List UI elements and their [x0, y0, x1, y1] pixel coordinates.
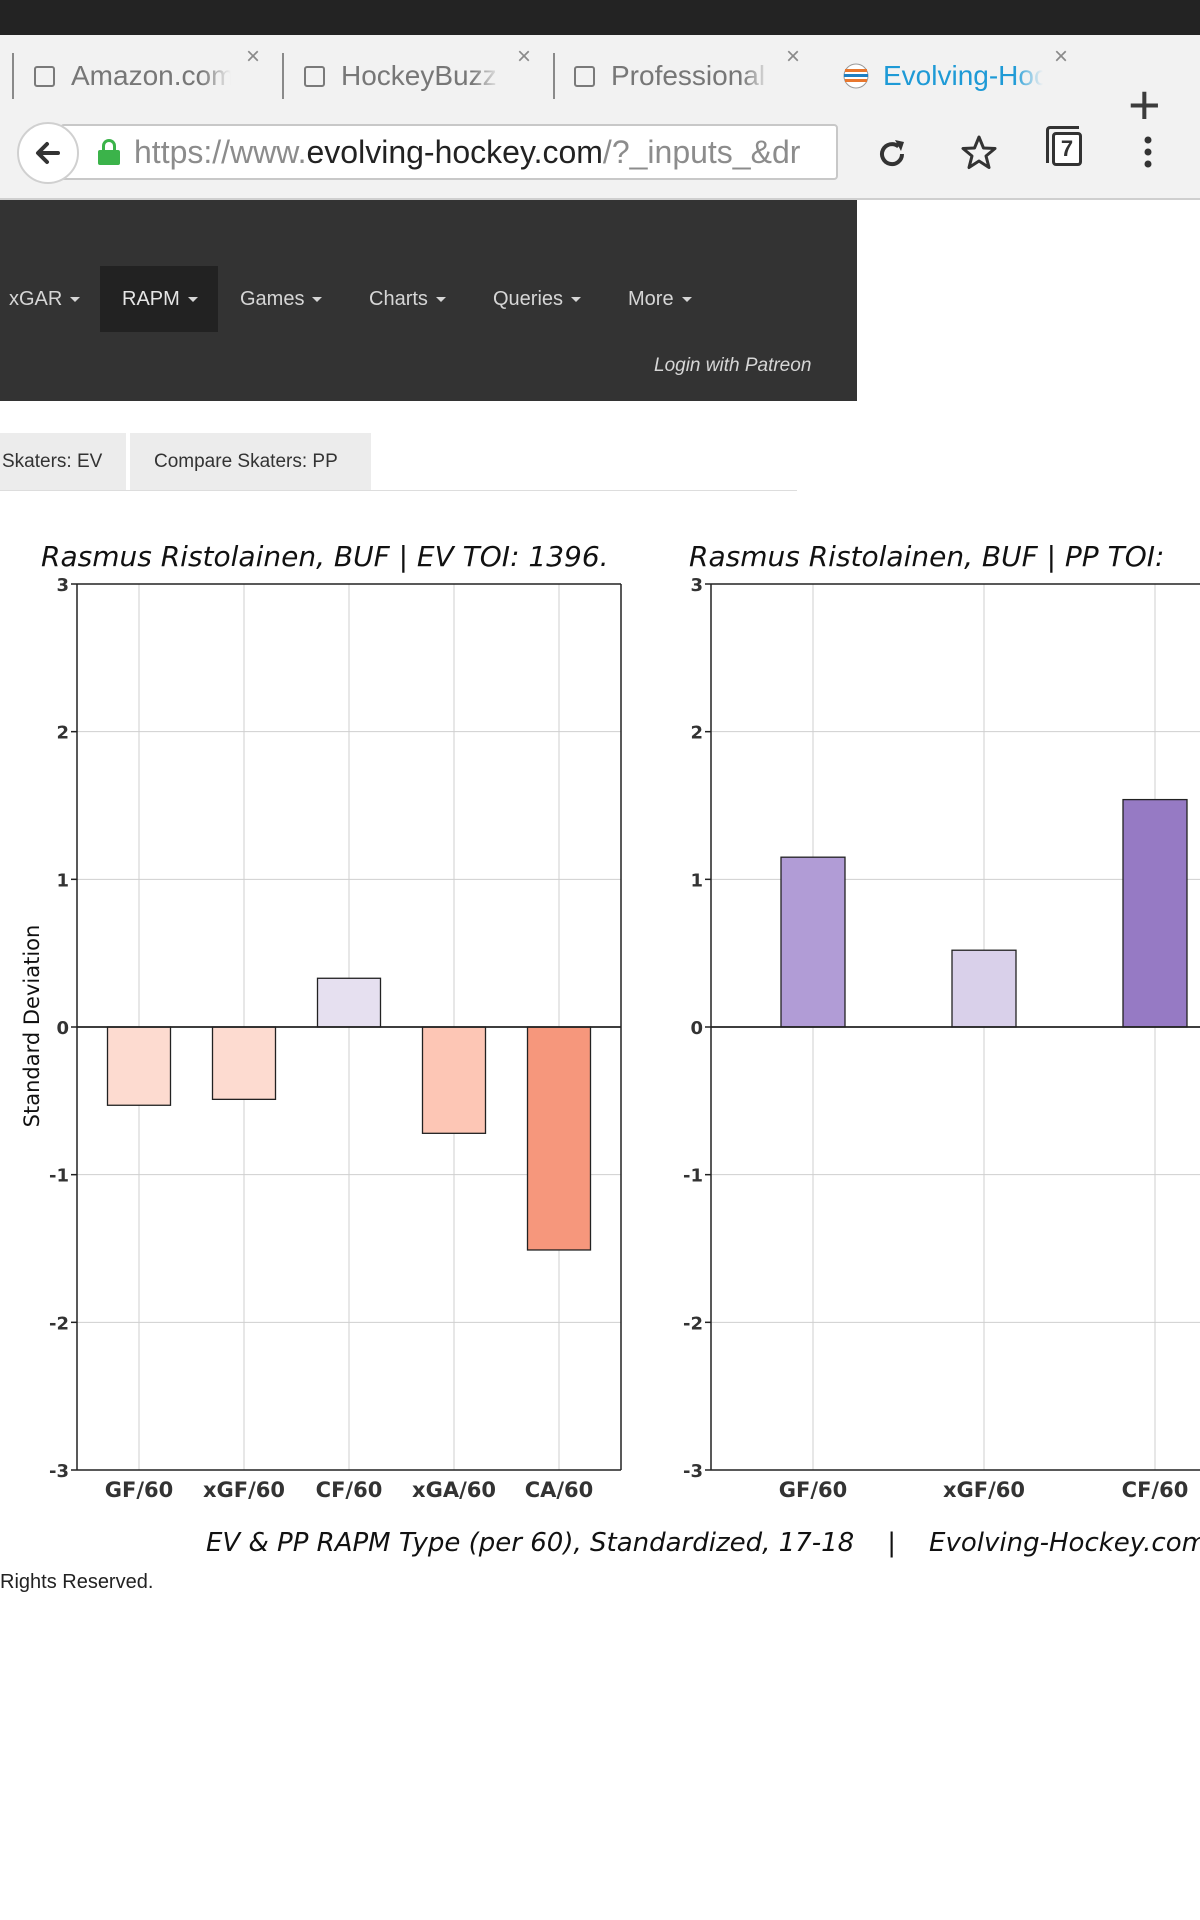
y-tick-label: -1: [49, 1166, 69, 1187]
close-tab-icon[interactable]: ×: [1054, 43, 1069, 70]
x-tick-label: GF/60: [105, 1478, 173, 1502]
tab-title: HockeyBuzz: [341, 60, 497, 91]
tab-skaters-ev[interactable]: Skaters: EV: [0, 433, 126, 491]
close-tab-icon[interactable]: ×: [517, 43, 532, 70]
y-tick-label: 1: [690, 870, 703, 891]
y-tick-label: 2: [690, 723, 703, 744]
y-axis-label: Standard Deviation: [20, 925, 44, 1128]
x-tick-label: xGF/60: [203, 1478, 285, 1502]
y-tick-label: -3: [683, 1461, 703, 1482]
tab-divider: [0, 490, 797, 491]
caret-down-icon: [187, 296, 198, 302]
url-domain: evolving-hockey.com: [306, 133, 603, 170]
tab-title: Evolving-Hockey: [883, 60, 1043, 91]
nav-rapm-dropdown[interactable]: RAPM: [100, 266, 218, 332]
nav-more-dropdown[interactable]: More: [606, 266, 714, 332]
nav-charts-dropdown[interactable]: Charts: [347, 266, 468, 332]
y-tick-label: 0: [56, 1018, 69, 1039]
bar-gf-per-60: [106, 1026, 172, 1106]
nav-label: RAPM: [122, 287, 180, 310]
url-suffix: /?_inputs_&dr: [602, 133, 801, 170]
caret-down-icon: [435, 296, 446, 302]
bar-xgf-per-60: [211, 1026, 277, 1101]
back-button[interactable]: [17, 122, 79, 184]
tab-title: Amazon.com: [71, 60, 231, 91]
chart-caption: EV & PP RAPM Type (per 60), Standardized…: [206, 1528, 1200, 1558]
nav-label: More: [628, 287, 674, 310]
address-bar-row: https://www.evolving-hockey.com/?_inputs…: [0, 120, 1200, 200]
star-icon[interactable]: [960, 134, 998, 172]
close-tab-icon[interactable]: ×: [786, 43, 801, 70]
caret-down-icon: [681, 296, 692, 302]
lock-icon: [98, 139, 120, 165]
caret-down-icon: [70, 296, 81, 302]
site-favicon-icon: [843, 63, 869, 89]
caret-down-icon: [312, 296, 323, 302]
pp-chart-panel: 3 2 1 0 -1 -2 -3 GF/60 xGF/60 CF/60: [683, 575, 1200, 1502]
x-tick-label: GF/60: [779, 1478, 847, 1502]
site-navbar: xGAR RAPM Games Charts Queries More Logi…: [0, 200, 857, 401]
x-tick-label: CA/60: [525, 1478, 594, 1502]
nav-queries-dropdown[interactable]: Queries: [471, 266, 603, 332]
nav-label: xGAR: [9, 287, 63, 310]
nav-label: Charts: [369, 287, 428, 310]
bar-xgf-per-60: [951, 949, 1017, 1028]
nav-label: Queries: [493, 287, 564, 310]
status-bar: [0, 0, 1200, 35]
browser-tab-amazon[interactable]: Amazon.com: [34, 53, 231, 99]
url-prefix: https://www.: [134, 133, 307, 170]
x-tick-label: CF/60: [1122, 1478, 1189, 1502]
x-tick-label: xGF/60: [943, 1478, 1025, 1502]
pp-chart-title: Rasmus Ristolainen, BUF | PP TOI:: [689, 540, 1165, 573]
bar-xga-per-60: [421, 1026, 487, 1134]
y-tick-label: 0: [690, 1018, 703, 1039]
bar-cf-per-60: [1122, 798, 1188, 1028]
ev-chart-panel: 3 2 1 0 -1 -2 -3 GF/60 xGF/60 CF/60 xGA/60 CA/60 Sta…: [20, 575, 622, 1502]
bar-ca-per-60: [526, 1026, 592, 1251]
nav-games-dropdown[interactable]: Games: [218, 266, 344, 332]
caret-down-icon: [571, 296, 582, 302]
reload-icon[interactable]: [874, 136, 910, 172]
y-tick-label: 3: [690, 575, 703, 596]
login-patreon-link[interactable]: Login with Patreon: [654, 355, 812, 376]
tab-separator: [553, 53, 555, 99]
y-tick-label: -3: [49, 1461, 69, 1482]
bar-cf-per-60: [316, 977, 382, 1028]
url-field[interactable]: https://www.evolving-hockey.com/?_inputs…: [60, 124, 838, 180]
tab-switcher-icon[interactable]: 7: [1046, 126, 1082, 166]
browser-tab-evolving-hockey[interactable]: Evolving-Hockey: [843, 53, 1043, 99]
copyright-text: Rights Reserved.: [0, 1571, 154, 1593]
y-tick-label: 2: [56, 723, 69, 744]
nav-label: Games: [240, 287, 305, 310]
x-tick-label: xGA/60: [412, 1478, 496, 1502]
nav-xgar-dropdown[interactable]: xGAR: [0, 266, 102, 332]
y-tick-label: 3: [56, 575, 69, 596]
y-tick-label: -2: [49, 1313, 69, 1334]
tab-title: Professional: [611, 60, 766, 91]
tab-checkbox-icon: [304, 65, 325, 87]
tab-separator: [282, 53, 284, 99]
y-tick-label: 1: [56, 870, 69, 891]
browser-tab-professional[interactable]: Professional: [574, 53, 771, 99]
close-tab-icon[interactable]: ×: [246, 43, 261, 70]
tab-checkbox-icon: [34, 65, 55, 87]
tab-checkbox-icon: [574, 65, 595, 87]
tab-separator: [12, 53, 14, 99]
bar-gf-per-60: [780, 856, 846, 1028]
y-tick-label: -2: [683, 1313, 703, 1334]
y-tick-label: -1: [683, 1166, 703, 1187]
overflow-menu-icon[interactable]: [1140, 134, 1156, 170]
ev-chart-title: Rasmus Ristolainen, BUF | EV TOI: 1396.: [41, 540, 609, 573]
back-arrow-icon: [36, 142, 60, 164]
tab-compare-skaters-pp[interactable]: Compare Skaters: PP: [130, 433, 371, 491]
browser-tab-hockeybuzz[interactable]: HockeyBuzz: [304, 53, 501, 99]
url-text: https://www.evolving-hockey.com/?_inputs…: [134, 134, 800, 171]
x-tick-label: CF/60: [316, 1478, 383, 1502]
rapm-charts: 3 2 1 0 -1 -2 -3 GF/60 xGF/60 CF/60 xGA/60 CA/60 Sta…: [20, 575, 1200, 1502]
